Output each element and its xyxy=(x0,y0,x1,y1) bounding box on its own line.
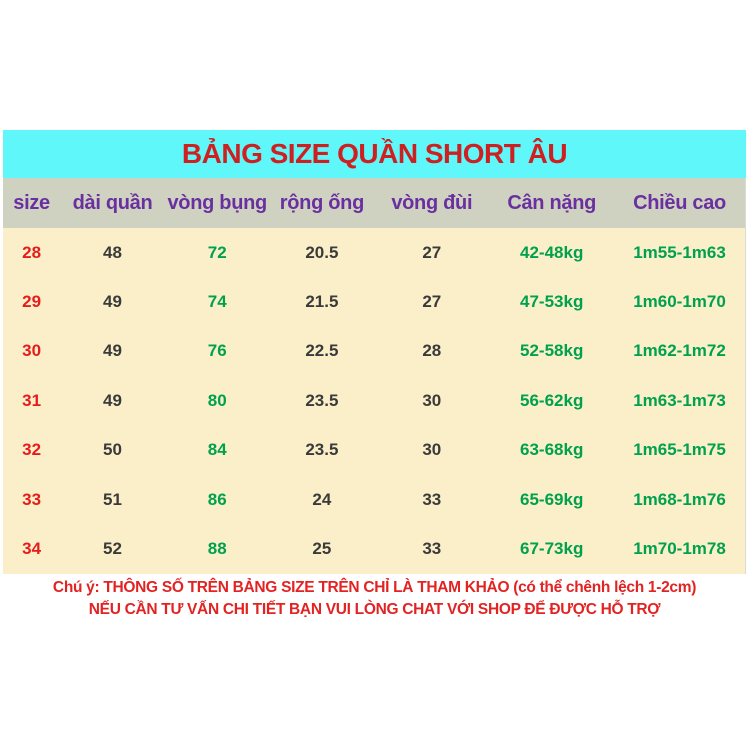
cell-size: 34 xyxy=(22,539,42,559)
cell-vong-bung: 88 xyxy=(207,539,227,559)
cell-vong-bung: 86 xyxy=(207,489,227,509)
cell-rong-ong: 22.5 xyxy=(305,341,339,361)
footnote-line-2: NẾU CẦN TƯ VẤN CHI TIẾT BẠN VUI LÒNG CHA… xyxy=(88,600,661,618)
cell-can-nang: 42-48kg xyxy=(520,242,584,262)
cell-can-nang: 52-58kg xyxy=(520,341,584,361)
cell-can-nang: 67-73kg xyxy=(520,539,584,559)
cell-vong-bung: 76 xyxy=(207,341,227,361)
header-row: size dài quần vòng bụng rộng ống vòng đù… xyxy=(3,178,746,228)
title-bar: BẢNG SIZE QUẦN SHORT ÂU xyxy=(3,130,746,178)
table-row: 28 48 72 20.5 27 42-48kg 1m55-1m63 xyxy=(3,228,746,277)
cell-vong-dui: 33 xyxy=(422,489,442,509)
cell-vong-dui: 30 xyxy=(422,440,442,460)
page-title: BẢNG SIZE QUẦN SHORT ÂU xyxy=(181,138,568,169)
cell-size: 31 xyxy=(22,390,42,410)
cell-can-nang: 65-69kg xyxy=(520,489,584,509)
cell-vong-bung: 72 xyxy=(207,242,227,262)
cell-size: 30 xyxy=(22,341,42,361)
cell-size: 29 xyxy=(22,292,42,312)
cell-chieu-cao: 1m65-1m75 xyxy=(633,440,726,460)
cell-chieu-cao: 1m63-1m73 xyxy=(633,390,726,410)
cell-dai-quan: 49 xyxy=(103,292,122,312)
cell-vong-bung: 74 xyxy=(207,292,227,312)
size-chart-content: BẢNG SIZE QUẦN SHORT ÂU size dài quần vò… xyxy=(3,130,746,621)
column-header-can-nang: Cân nặng xyxy=(507,191,597,214)
size-table-body: 28 48 72 20.5 27 42-48kg 1m55-1m63 29 49… xyxy=(3,228,746,574)
cell-rong-ong: 20.5 xyxy=(305,242,339,262)
cell-dai-quan: 49 xyxy=(103,341,122,361)
cell-vong-dui: 27 xyxy=(422,292,442,312)
cell-rong-ong: 24 xyxy=(312,489,332,509)
cell-vong-bung: 84 xyxy=(207,440,227,460)
cell-vong-bung: 80 xyxy=(207,390,227,410)
table-row: 32 50 84 23.5 30 63-68kg 1m65-1m75 xyxy=(3,426,746,475)
cell-chieu-cao: 1m60-1m70 xyxy=(633,292,726,312)
cell-dai-quan: 50 xyxy=(103,440,122,460)
cell-chieu-cao: 1m55-1m63 xyxy=(633,242,726,262)
cell-rong-ong: 23.5 xyxy=(305,390,339,410)
size-table-header: size dài quần vòng bụng rộng ống vòng đù… xyxy=(3,178,746,228)
column-header-vong-dui: vòng đùi xyxy=(391,191,473,214)
cell-rong-ong: 25 xyxy=(312,539,332,559)
table-row: 29 49 74 21.5 27 47-53kg 1m60-1m70 xyxy=(3,277,746,326)
column-header-dai-quan: dài quần xyxy=(72,191,153,214)
cell-vong-dui: 33 xyxy=(422,539,442,559)
table-row: 34 52 88 25 33 67-73kg 1m70-1m78 xyxy=(3,524,746,573)
footnote-line-1: Chú ý: THÔNG SỐ TRÊN BẢNG SIZE TRÊN CHỈ … xyxy=(52,578,697,596)
cell-dai-quan: 52 xyxy=(103,539,122,559)
cell-can-nang: 47-53kg xyxy=(520,292,584,312)
cell-vong-dui: 28 xyxy=(422,341,442,361)
column-header-chieu-cao: Chiều cao xyxy=(633,191,726,214)
cell-size: 28 xyxy=(22,242,42,262)
cell-chieu-cao: 1m68-1m76 xyxy=(633,489,726,509)
table-row: 33 51 86 24 33 65-69kg 1m68-1m76 xyxy=(3,475,746,524)
cell-can-nang: 63-68kg xyxy=(520,440,584,460)
cell-vong-dui: 27 xyxy=(422,242,442,262)
cell-vong-dui: 30 xyxy=(422,390,442,410)
cell-size: 32 xyxy=(22,440,42,460)
table-row: 31 49 80 23.5 30 56-62kg 1m63-1m73 xyxy=(3,376,746,425)
cell-dai-quan: 51 xyxy=(103,489,122,509)
cell-rong-ong: 21.5 xyxy=(305,292,339,312)
column-header-size: size xyxy=(13,191,50,214)
cell-chieu-cao: 1m62-1m72 xyxy=(633,341,726,361)
table-row: 30 49 76 22.5 28 52-58kg 1m62-1m72 xyxy=(3,327,746,376)
column-header-vong-bung: vòng bụng xyxy=(167,191,267,214)
cell-rong-ong: 23.5 xyxy=(305,440,339,460)
size-table: size dài quần vòng bụng rộng ống vòng đù… xyxy=(3,178,746,574)
cell-chieu-cao: 1m70-1m78 xyxy=(633,539,726,559)
footnotes: Chú ý: THÔNG SỐ TRÊN BẢNG SIZE TRÊN CHỈ … xyxy=(3,574,746,621)
column-header-rong-ong: rộng ống xyxy=(279,191,365,214)
cell-can-nang: 56-62kg xyxy=(520,390,584,410)
cell-size: 33 xyxy=(22,489,42,509)
cell-dai-quan: 48 xyxy=(103,242,122,262)
cell-dai-quan: 49 xyxy=(103,390,122,410)
